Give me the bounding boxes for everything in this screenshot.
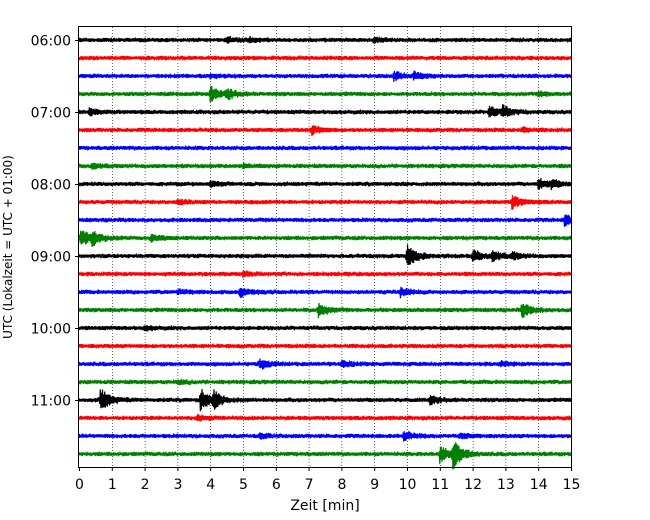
trace-0815 xyxy=(78,195,572,211)
y-axis: 06:00 07:00 08:00 09:00 10:00 11:00 xyxy=(31,34,79,410)
y-tick-label: 10:00 xyxy=(31,322,71,338)
x-tick-label: 11 xyxy=(431,477,449,493)
y-tick-label: 08:00 xyxy=(31,178,71,194)
x-tick-label: 6 xyxy=(272,477,281,493)
vertical-grid xyxy=(112,27,540,467)
x-tick-label: 2 xyxy=(141,477,150,493)
y-tick-label: 09:00 xyxy=(31,250,71,266)
trace-0615 xyxy=(78,55,572,61)
trace-1015 xyxy=(78,343,572,350)
trace-1000 xyxy=(78,325,572,332)
x-tick-label: 7 xyxy=(305,477,314,493)
trace-group xyxy=(78,35,572,470)
trace-1115 xyxy=(78,414,572,422)
y-tick-label: 07:00 xyxy=(31,106,71,122)
trace-0800 xyxy=(78,178,572,191)
x-tick-label: 1 xyxy=(108,477,117,493)
trace-0700 xyxy=(78,104,572,118)
x-tick-label: 10 xyxy=(399,477,417,493)
trace-1145 xyxy=(78,442,572,470)
x-tick-label: 3 xyxy=(173,477,182,493)
trace-1100 xyxy=(78,389,572,412)
x-axis-label: Zeit [min] xyxy=(290,498,359,514)
x-tick-label: 4 xyxy=(206,477,215,493)
trace-0600 xyxy=(78,35,572,44)
x-tick-label: 0 xyxy=(75,477,84,493)
trace-0645 xyxy=(78,85,572,103)
trace-0930 xyxy=(78,286,572,299)
trace-0830 xyxy=(78,214,572,227)
x-tick-label: 14 xyxy=(530,477,548,493)
plot-frame xyxy=(78,26,572,468)
trace-1045 xyxy=(78,378,572,386)
x-tick-label: 13 xyxy=(497,477,515,493)
trace-0915 xyxy=(78,269,572,278)
x-tick-label: 15 xyxy=(563,477,581,493)
trace-0900 xyxy=(78,244,572,265)
x-tick-label: 5 xyxy=(239,477,248,493)
y-tick-label: 11:00 xyxy=(31,394,71,410)
y-tick-label: 06:00 xyxy=(31,34,71,50)
x-tick-label: 12 xyxy=(464,477,482,493)
y-axis-label: UTC (Lokalzeit = UTC + 01:00) xyxy=(1,155,15,339)
trace-0745 xyxy=(78,162,572,170)
x-tick-label: 8 xyxy=(337,477,346,493)
trace-0730 xyxy=(78,144,572,151)
trace-1030 xyxy=(78,358,572,370)
trace-0715 xyxy=(78,125,572,137)
trace-0945 xyxy=(78,302,572,319)
trace-0630 xyxy=(78,70,572,83)
x-axis: 0 1 2 3 4 5 6 7 8 9 10 11 12 13 14 15 xyxy=(75,467,580,493)
trace-0845 xyxy=(78,230,572,247)
x-tick-label: 9 xyxy=(370,477,379,493)
trace-1130 xyxy=(78,431,572,442)
